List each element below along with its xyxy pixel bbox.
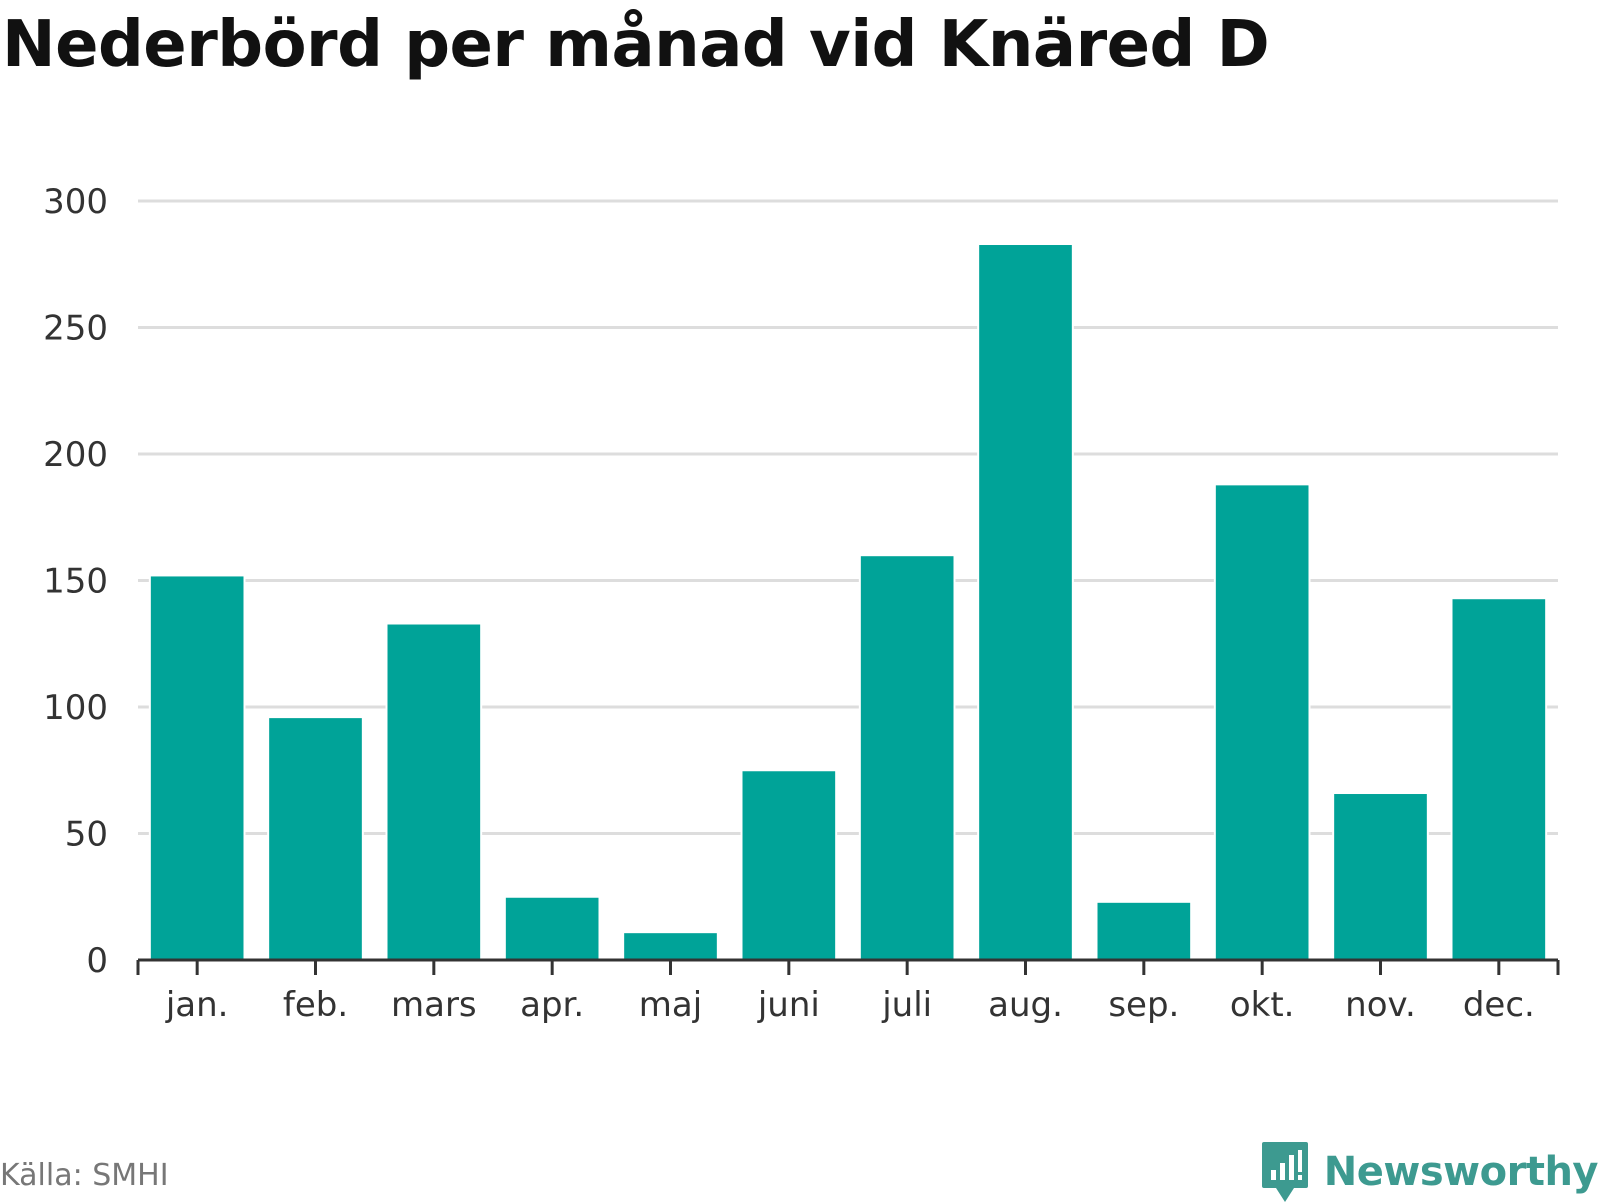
y-tick-label: 250 bbox=[43, 309, 108, 349]
bar[interactable] bbox=[267, 716, 364, 961]
y-tick-label: 300 bbox=[43, 182, 108, 222]
newsworthy-logo-icon bbox=[1261, 1142, 1308, 1202]
gridlines bbox=[138, 199, 1558, 835]
bars bbox=[148, 243, 1548, 962]
y-tick-label: 100 bbox=[43, 688, 108, 728]
bar[interactable] bbox=[622, 931, 719, 961]
bar[interactable] bbox=[1213, 483, 1311, 961]
bar[interactable] bbox=[148, 574, 246, 961]
x-tick-label: nov. bbox=[1345, 985, 1416, 1025]
axes: 0 50 100 150 200 250 300 jan. feb. mars apr. maj jun… bbox=[43, 182, 1560, 1025]
bar[interactable] bbox=[858, 554, 956, 961]
x-tick-label: mars bbox=[391, 985, 477, 1025]
y-tick-label: 0 bbox=[86, 941, 108, 981]
x-tick-label: feb. bbox=[283, 985, 348, 1025]
chart-title: Nederbörd per månad vid Knäred D bbox=[2, 8, 1270, 82]
x-tick-label: dec. bbox=[1463, 985, 1535, 1025]
x-tick-label: juni bbox=[757, 985, 820, 1025]
x-tick-label: apr. bbox=[520, 985, 584, 1025]
source-note: Källa: SMHI bbox=[0, 1158, 169, 1193]
x-tick-label: jan. bbox=[165, 985, 229, 1025]
brand-name: Newsworthy bbox=[1323, 1149, 1599, 1195]
bar[interactable] bbox=[1450, 597, 1548, 962]
bar[interactable] bbox=[740, 769, 838, 961]
brand-logo[interactable]: Newsworthy bbox=[1260, 1140, 1599, 1204]
bar[interactable] bbox=[1095, 900, 1193, 961]
x-tick-label: sep. bbox=[1108, 985, 1179, 1025]
x-tick-label: aug. bbox=[988, 985, 1063, 1025]
bar[interactable] bbox=[1332, 792, 1429, 962]
bar[interactable] bbox=[503, 895, 601, 961]
y-tick-label: 150 bbox=[43, 562, 108, 602]
y-tick-label: 200 bbox=[43, 435, 108, 475]
x-tick-label: juli bbox=[881, 985, 932, 1025]
bar[interactable] bbox=[385, 622, 483, 961]
x-tick-label: okt. bbox=[1230, 985, 1295, 1025]
x-tick-label: maj bbox=[639, 985, 702, 1025]
y-tick-label: 50 bbox=[65, 815, 108, 855]
bar[interactable] bbox=[977, 243, 1074, 961]
